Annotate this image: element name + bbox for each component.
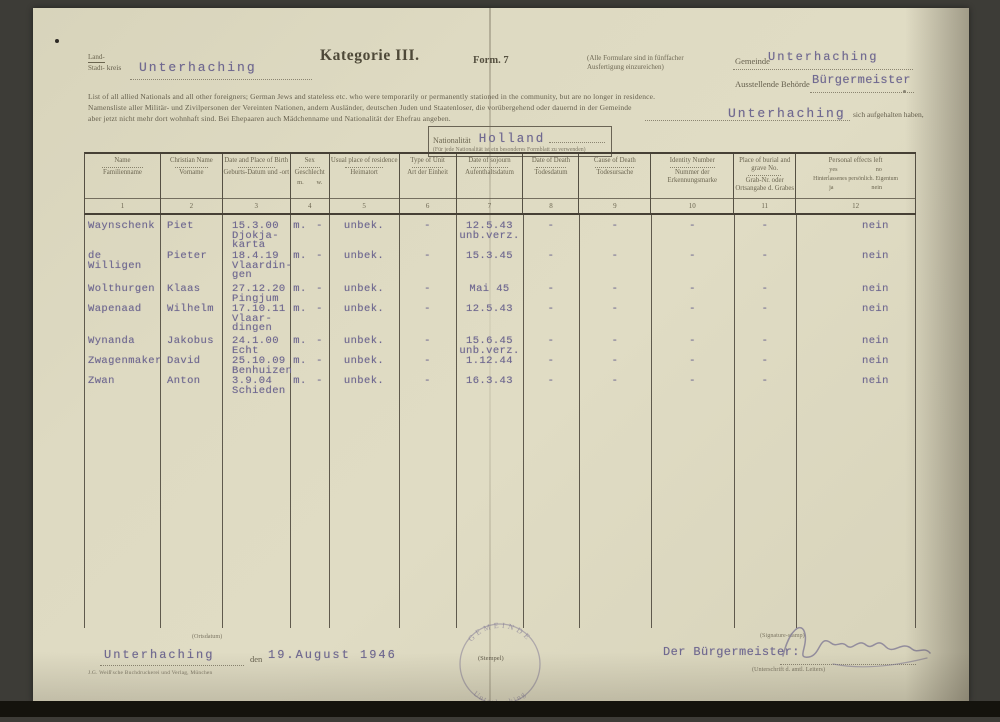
paper-right-shade	[905, 8, 969, 702]
paper-speck-2	[903, 90, 906, 93]
paper-sheet	[33, 8, 969, 702]
instructions-de-2: aber jetzt nicht mehr dort wohnhaft sind…	[88, 114, 451, 123]
kreis-value: Unterhaching	[139, 60, 257, 75]
paper-bottom-shade	[33, 652, 969, 702]
behoerde-value: Bürgermeister	[812, 73, 911, 87]
column-header-death-cause: Cause of Death Todesursache 9	[579, 154, 652, 213]
column-header-vorname: Christian Name Vorname 2	[160, 154, 223, 213]
ortsdatum-label: (Ortsdatum)	[192, 633, 223, 640]
table-body: Waynschenk Piet 15.3.00 Djokja- karta m.…	[84, 215, 916, 628]
gemeinde-dots	[733, 68, 913, 70]
column-header-burial: Place of burial and grave No. Grab-Nr. od…	[734, 154, 797, 213]
form-number: Form. 7	[473, 55, 509, 66]
table-row: Zwagenmaker David 25.10.09 Benhuizen m. -…	[88, 355, 889, 377]
nationality-box: Nationalität Holland (Für jede Nationali…	[428, 126, 612, 157]
footer-date: 19.August 1946	[268, 648, 397, 662]
nationality-label: Nationalität	[433, 136, 471, 145]
copies-note-line1: (Alle Formulare sind in fünffacher	[587, 54, 684, 62]
copies-note-line2: Ausfertigung einzureichen)	[587, 62, 664, 71]
table-header-row: Name Familienname 1 Christian Name Vorname…	[84, 152, 917, 215]
footer-place-dots	[100, 664, 244, 666]
column-header-unit: Type of Unit Art der Einheit 6	[399, 154, 457, 213]
instructions-de-1: Namensliste aller Militär- und Zivilpers…	[88, 103, 632, 112]
svg-text:GEMEINDE: GEMEINDE	[466, 621, 533, 643]
buergermeister-label: Der Bürgermeister:	[663, 645, 800, 659]
stamp-label: (Stempel)	[478, 655, 504, 662]
nationality-value: Holland	[478, 132, 546, 146]
signature-dots	[780, 663, 916, 665]
copies-note: (Alle Formulare sind in fünffacher Ausfe…	[587, 54, 684, 71]
table-row: Zwan Anton 3.9.04 Schieden m. - unbek. - …	[88, 375, 889, 397]
paper-speck	[55, 39, 59, 43]
footer-den-label: den	[250, 654, 262, 664]
nationality-note: (Für jede Nationalität ist ein besondere…	[433, 147, 586, 153]
signature-stamp-label: (Signature-stamp)	[760, 632, 805, 639]
instructions-dots	[645, 119, 850, 121]
kreis-field: Land- Stadt-kreis	[88, 53, 122, 73]
unterschrift-label: (Unterschrift d. amtl. Leiters)	[752, 666, 825, 673]
behoerde-label: Ausstellende Behörde	[735, 79, 810, 89]
column-header-name: Name Familienname 1	[85, 154, 161, 213]
column-header-death-date: Date of Death Todesdatum 8	[523, 154, 580, 213]
column-header-effects: Personal effects left yes no Hinterlassen…	[796, 154, 917, 213]
column-header-sojourn: Date of sojourn Aufenthaltsdatum 7	[456, 154, 524, 213]
kreis-dots	[130, 78, 312, 80]
footer-place: Unterhaching	[104, 648, 214, 662]
kreis-fraction: Land- Stadt-	[88, 53, 105, 72]
fold-crease	[489, 8, 491, 701]
instructions-de-suffix: sich aufgehalten haben,	[853, 110, 924, 119]
page-title: Kategorie III.	[320, 47, 420, 64]
printer-note: J.G. Weiß'sche Buchdruckerei und Verlag,…	[88, 670, 213, 676]
nationality-dots	[549, 141, 605, 143]
gemeinde-label: Gemeinde	[735, 56, 770, 66]
table-row: Wolthurgen Klaas 27.12.20 Pingjum m. - un…	[88, 283, 889, 305]
table-row: de Willigen Pieter 18.4.19 Vlaardin- gen…	[88, 250, 889, 281]
column-header-residence: Usual place of residence Heimatort 5	[329, 154, 400, 213]
column-header-sex: Sex Geschlecht m. w. 4	[290, 154, 330, 213]
signature-handwriting	[782, 627, 931, 668]
table-row: Waynschenk Piet 15.3.00 Djokja- karta m.…	[88, 220, 889, 251]
table-row: Wynanda Jakobus 24.1.00 Echt m. - unbek. …	[88, 335, 889, 357]
data-table: Name Familienname 1 Christian Name Vorname…	[84, 152, 917, 628]
instructions-en: List of all allied Nationals and all oth…	[88, 92, 656, 101]
table-row: Wapenaad Wilhelm 17.10.11 Vlaar- dingen …	[88, 303, 889, 334]
column-header-identity: Identity Number Nummer der Erkennungsmark…	[651, 154, 735, 213]
column-header-birth: Date and Place of Birth Geburts-Datum und…	[222, 154, 291, 213]
behoerde-dots	[810, 91, 914, 93]
scanner-bottom-band	[0, 701, 1000, 717]
gemeinde-value: Unterhaching	[768, 50, 879, 64]
instructions-inline-value: Unterhaching	[728, 106, 846, 121]
